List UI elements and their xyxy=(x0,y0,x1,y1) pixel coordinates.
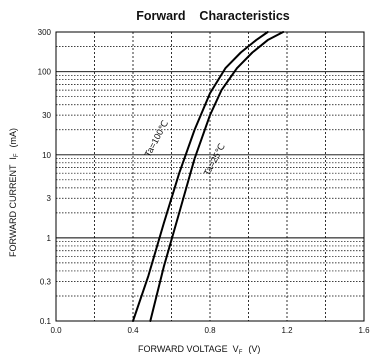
y-tick-label: 300 xyxy=(38,28,52,37)
x-axis-label-main: FORWARD VOLTAGE V xyxy=(138,344,239,354)
y-tick-label: 0.3 xyxy=(40,277,52,286)
series-label-ta-100: Ta=100℃ xyxy=(143,119,171,159)
y-axis-label-main: FORWARD CURRENT I xyxy=(8,157,18,257)
y-axis-label: FORWARD CURRENT IF (mA) xyxy=(8,128,20,257)
plot-frame xyxy=(55,31,365,322)
y-tick-label: 10 xyxy=(42,151,51,160)
y-tick-label: 100 xyxy=(38,68,52,77)
series-lines xyxy=(132,31,285,322)
x-tick-label: 0.4 xyxy=(127,326,139,335)
x-tick-label: 1.6 xyxy=(358,326,370,335)
series-line-ta-100 xyxy=(132,31,269,322)
y-tick-label: 1 xyxy=(47,234,52,243)
series-line-ta-25 xyxy=(149,31,285,322)
x-tick-label: 1.2 xyxy=(281,326,293,335)
x-tick-label: 0.8 xyxy=(204,326,216,335)
tick-labels: 0.0 0.4 0.8 1.2 1.6 0.1 0.3 1 3 10 30 100 300 xyxy=(38,28,370,335)
y-tick-label: 0.1 xyxy=(40,317,52,326)
chart-title: Forward Characteristics xyxy=(136,9,290,23)
y-axis-label-unit: (mA) xyxy=(8,128,18,148)
y-tick-label: 3 xyxy=(47,194,52,203)
y-axis-label-subscript: F xyxy=(14,153,20,157)
series-label-ta-25: Ta=25℃ xyxy=(202,142,227,178)
x-tick-label: 0.0 xyxy=(50,326,62,335)
y-tick-label: 30 xyxy=(42,111,51,120)
x-axis-label-subscript: F xyxy=(239,350,243,356)
x-axis-label-unit: (V) xyxy=(248,344,260,354)
x-axis-label: FORWARD VOLTAGE VF (V) xyxy=(138,344,260,356)
